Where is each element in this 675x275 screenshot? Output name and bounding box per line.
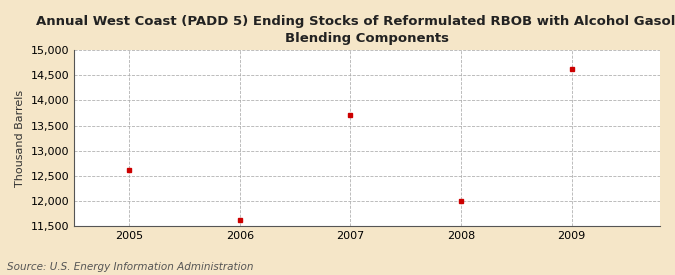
Y-axis label: Thousand Barrels: Thousand Barrels (15, 90, 25, 187)
Text: Source: U.S. Energy Information Administration: Source: U.S. Energy Information Administ… (7, 262, 253, 272)
Title: Annual West Coast (PADD 5) Ending Stocks of Reformulated RBOB with Alcohol Gasol: Annual West Coast (PADD 5) Ending Stocks… (36, 15, 675, 45)
